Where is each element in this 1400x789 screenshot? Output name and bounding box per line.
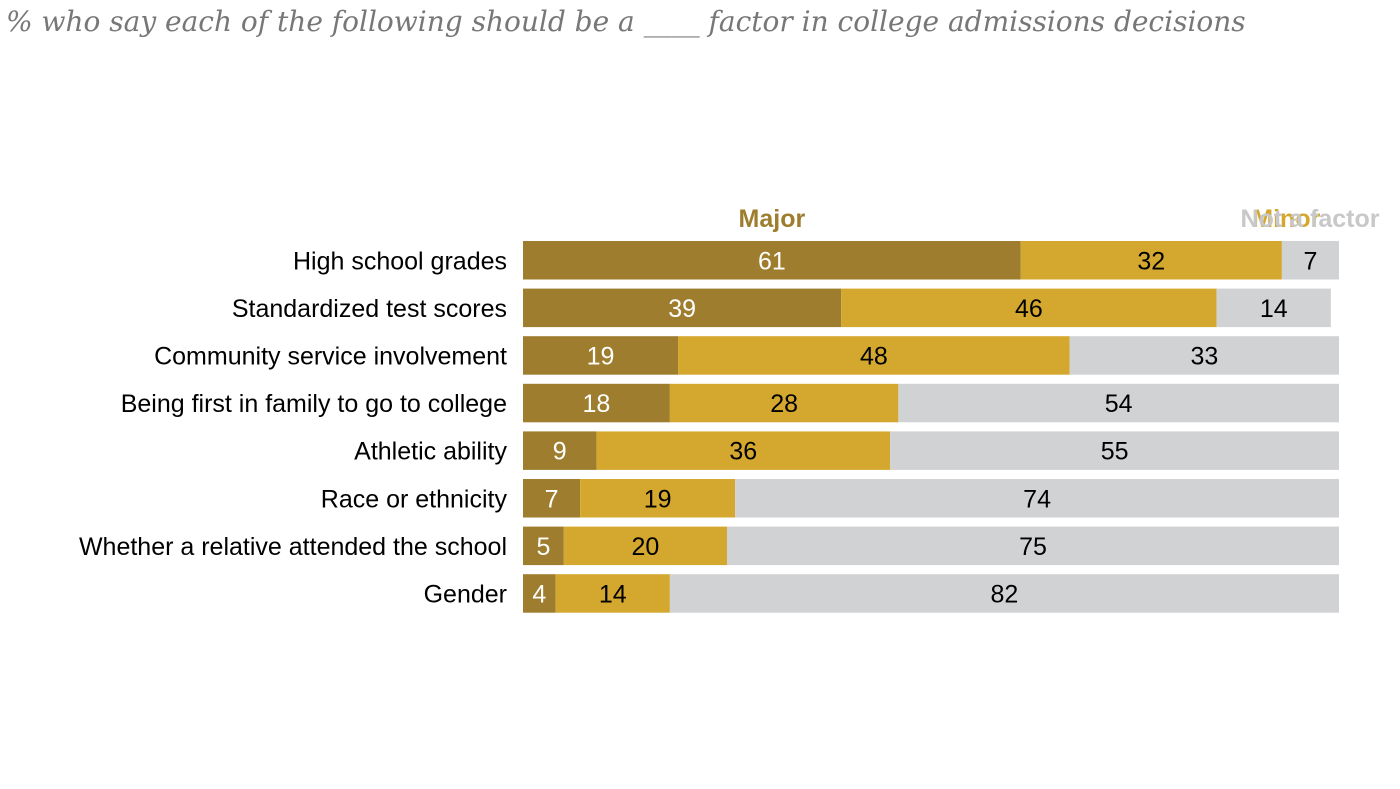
legend-major: Major — [739, 205, 806, 233]
category-label: Athletic ability — [354, 438, 507, 466]
value-label-major: 19 — [587, 342, 615, 370]
bar-minor — [563, 526, 727, 566]
bar-not-a-factor — [890, 431, 1339, 470]
value-label-not-a-factor: 74 — [1023, 485, 1051, 513]
value-label-major: 7 — [545, 485, 559, 513]
bar-major — [523, 526, 564, 566]
bar-major — [523, 241, 1021, 280]
bar-row-high-school-grades: High school grades 61 32 7 — [293, 241, 1339, 280]
bar-major — [523, 479, 581, 518]
value-label-major: 4 — [532, 580, 546, 608]
value-label-not-a-factor: 33 — [1190, 342, 1218, 370]
bar-minor — [1020, 241, 1282, 280]
value-label-minor: 48 — [860, 342, 888, 370]
category-label: Race or ethnicity — [321, 485, 508, 513]
bar-row-gender: Gender 4 14 82 — [424, 574, 1339, 613]
bar-minor — [580, 479, 736, 518]
value-label-not-a-factor: 14 — [1260, 295, 1288, 323]
bar-minor — [555, 574, 670, 613]
bar-major — [523, 574, 556, 613]
bar-not-a-factor — [1216, 288, 1331, 328]
bar-not-a-factor — [669, 574, 1339, 613]
value-label-major: 9 — [553, 438, 567, 466]
category-label: Being first in family to go to college — [121, 390, 507, 418]
bar-minor — [841, 288, 1217, 328]
bars: High school grades 61 32 7 Standardized test… — [79, 241, 1339, 613]
bar-not-a-factor — [735, 479, 1339, 518]
bar-row-race-or-ethnicity: Race or ethnicity 7 19 74 — [321, 479, 1339, 518]
category-label: Standardized test scores — [232, 295, 507, 323]
value-label-major: 61 — [758, 247, 786, 275]
value-label-minor: 19 — [644, 485, 672, 513]
value-label-not-a-factor: 54 — [1105, 390, 1133, 418]
value-label-not-a-factor: 7 — [1303, 247, 1317, 275]
value-label-major: 18 — [583, 390, 611, 418]
bar-minor — [669, 383, 899, 423]
value-label-not-a-factor: 55 — [1101, 438, 1129, 466]
category-label: High school grades — [293, 247, 507, 275]
bar-row-whether-a-relative-attended-the-school: Whether a relative attended the school 5 2… — [79, 526, 1339, 566]
value-label-not-a-factor: 82 — [991, 580, 1019, 608]
value-label-minor: 20 — [631, 533, 659, 561]
value-label-minor: 36 — [729, 438, 757, 466]
legend-minor: Minor — [1252, 205, 1320, 233]
value-label-minor: 28 — [770, 390, 798, 418]
bar-minor — [596, 431, 891, 470]
bar-major — [523, 383, 670, 423]
bar-not-a-factor — [1281, 241, 1339, 280]
chart-subtitle: % who say each of the following should b… — [6, 5, 1246, 38]
bar-not-a-factor — [727, 526, 1339, 566]
bar-row-standardized-test-scores: Standardized test scores 39 46 14 — [232, 288, 1331, 328]
category-label: Community service involvement — [154, 342, 507, 370]
bar-major — [523, 431, 597, 470]
value-label-major: 5 — [536, 533, 550, 561]
value-label-major: 39 — [668, 295, 696, 323]
category-label: Whether a relative attended the school — [79, 533, 507, 561]
bar-row-being-first-in-family-to-go-to-college: Being first in family to go to college 18… — [121, 383, 1339, 423]
value-label-minor: 32 — [1137, 247, 1165, 275]
value-label-minor: 14 — [599, 580, 627, 608]
bar-not-a-factor — [898, 383, 1339, 423]
category-label: Gender — [424, 580, 507, 608]
legend-not-a-factor: Not a factor — [1241, 205, 1380, 233]
bar-row-community-service-involvement: Community service involvement 19 48 33 — [154, 336, 1339, 375]
bar-major — [523, 288, 842, 328]
value-label-not-a-factor: 75 — [1019, 533, 1047, 561]
bar-minor — [678, 336, 1070, 375]
bar-not-a-factor — [1069, 336, 1339, 375]
bar-major — [523, 336, 679, 375]
bar-row-athletic-ability: Athletic ability 9 36 55 — [354, 431, 1339, 470]
value-label-minor: 46 — [1015, 295, 1043, 323]
